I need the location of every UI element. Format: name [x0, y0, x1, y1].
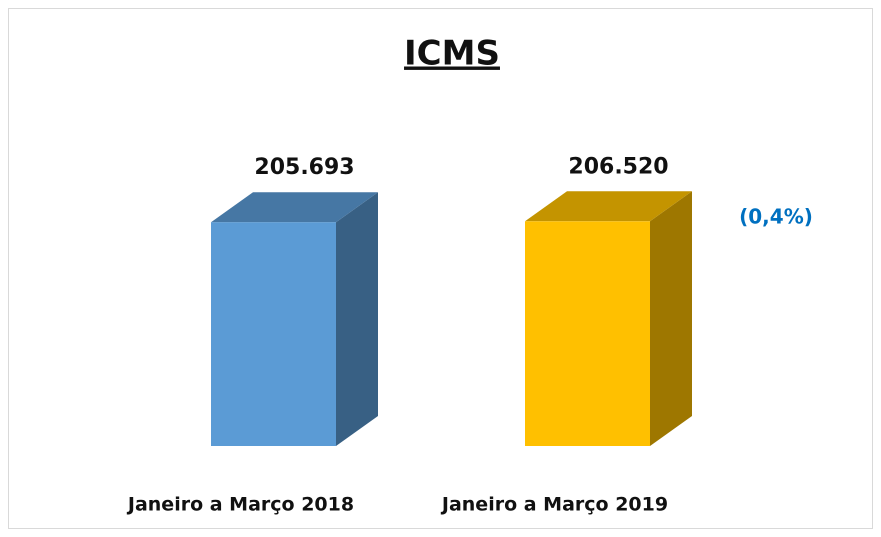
bar [211, 222, 336, 446]
bar-side [650, 191, 692, 446]
value-label: 205.693 [254, 155, 354, 180]
bar [525, 221, 650, 446]
annotation: (0,4%) [739, 205, 813, 229]
value-label: 206.520 [568, 154, 668, 179]
chart-title: ICMS [404, 34, 500, 74]
bar-top [525, 191, 692, 222]
x-tick-label: Janeiro a Março 2019 [440, 494, 668, 516]
bar-side [336, 192, 378, 446]
bar-top [211, 192, 378, 223]
x-tick-label: Janeiro a Março 2018 [126, 494, 354, 516]
chart-border [8, 8, 873, 529]
